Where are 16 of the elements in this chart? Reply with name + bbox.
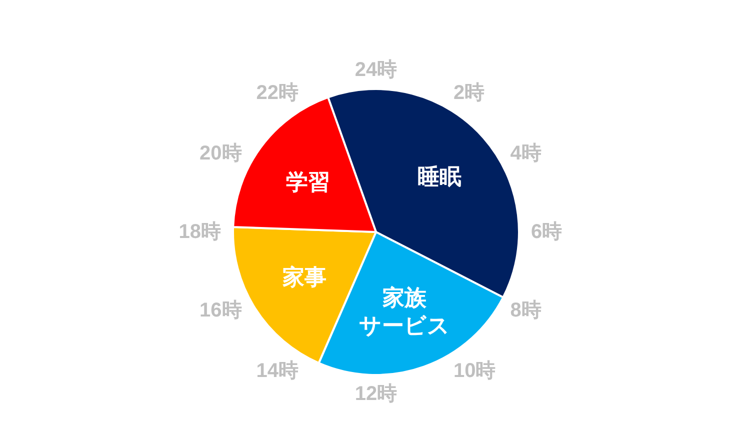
slice-label: 家事 (281, 264, 326, 290)
text: 6時 (531, 221, 562, 243)
text: 24時 (354, 59, 398, 81)
text: 12時 (354, 383, 398, 405)
text: 4時 (510, 142, 542, 165)
text: 10時 (454, 360, 496, 382)
slice-label: 睡眠 (418, 164, 462, 189)
text: 16時 (200, 299, 242, 322)
text: 20時 (200, 142, 242, 165)
text: 14時 (256, 360, 298, 382)
slice-label: 家族サービス (358, 285, 450, 338)
text: 8時 (510, 299, 542, 322)
text: 22時 (256, 82, 298, 104)
text: 18時 (178, 221, 221, 243)
slice-label: 学習 (286, 170, 330, 195)
text: 2時 (454, 82, 485, 104)
